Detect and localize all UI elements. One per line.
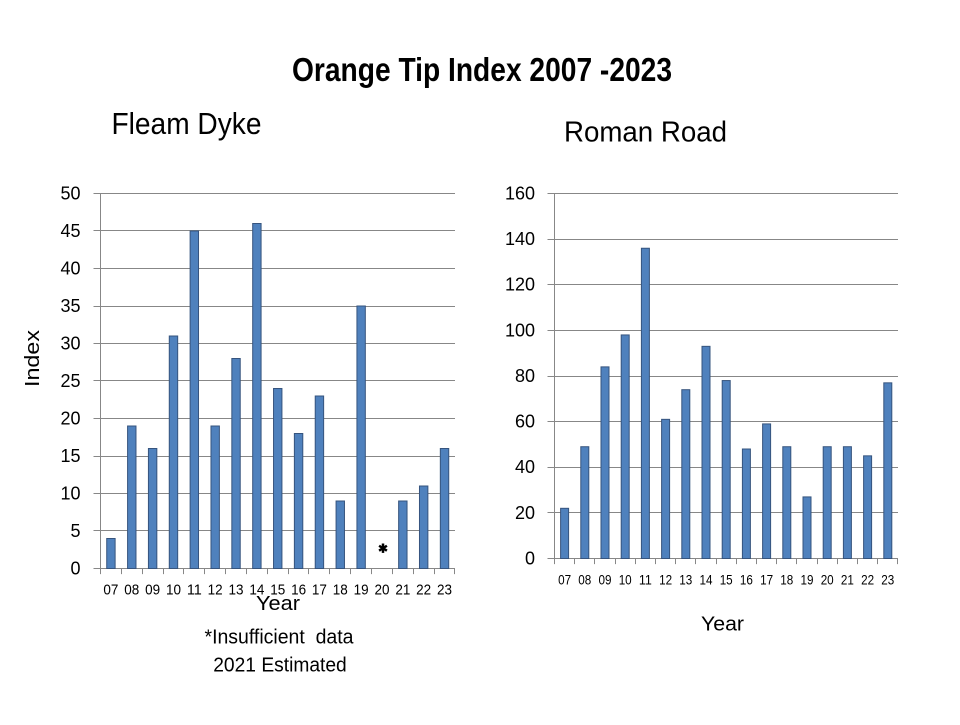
svg-text:100: 100	[505, 320, 535, 340]
svg-text:17: 17	[312, 582, 327, 599]
svg-text:07: 07	[103, 582, 118, 599]
svg-text:10: 10	[619, 572, 632, 588]
svg-text:20: 20	[60, 408, 80, 428]
svg-text:08: 08	[578, 572, 591, 588]
svg-text:Year: Year	[256, 592, 300, 615]
svg-text:60: 60	[515, 412, 535, 432]
svg-text:15: 15	[720, 572, 733, 588]
svg-text:18: 18	[333, 582, 348, 599]
svg-text:15: 15	[270, 582, 285, 599]
svg-text:Fleam Dyke: Fleam Dyke	[112, 107, 262, 141]
svg-text:20: 20	[374, 582, 389, 599]
svg-text:80: 80	[515, 366, 535, 386]
svg-text:14: 14	[700, 572, 713, 588]
svg-text:09: 09	[145, 582, 160, 599]
svg-text:20: 20	[515, 503, 535, 523]
svg-text:40: 40	[515, 457, 535, 477]
svg-text:120: 120	[505, 275, 535, 295]
svg-text:18: 18	[780, 572, 793, 588]
svg-text:Year: Year	[701, 613, 744, 636]
svg-text:50: 50	[60, 183, 80, 203]
svg-text:15: 15	[60, 446, 80, 466]
svg-text:25: 25	[60, 371, 80, 391]
svg-text:Index: Index	[22, 330, 44, 387]
svg-text:23: 23	[437, 582, 452, 599]
svg-text:Orange Tip Index 2007 -2023: Orange Tip Index 2007 -2023	[292, 51, 672, 88]
svg-text:5: 5	[70, 521, 80, 541]
svg-text:11: 11	[187, 582, 202, 599]
svg-text:35: 35	[60, 296, 80, 316]
svg-text:45: 45	[60, 221, 80, 241]
svg-text:2021 Estimated: 2021 Estimated	[213, 655, 347, 677]
svg-text:14: 14	[249, 582, 264, 599]
svg-text:*Insufficient data: *Insufficient data	[205, 627, 355, 649]
svg-text:11: 11	[639, 572, 652, 588]
svg-text:160: 160	[505, 183, 535, 203]
svg-text:40: 40	[60, 258, 80, 278]
svg-text:08: 08	[124, 582, 139, 599]
svg-text:13: 13	[679, 572, 692, 588]
svg-text:16: 16	[291, 582, 306, 599]
svg-text:21: 21	[841, 572, 854, 588]
svg-text:12: 12	[659, 572, 672, 588]
svg-text:19: 19	[801, 572, 814, 588]
svg-text:22: 22	[861, 572, 874, 588]
svg-text:13: 13	[229, 582, 244, 599]
svg-text:10: 10	[166, 582, 181, 599]
svg-text:140: 140	[505, 229, 535, 249]
svg-text:22: 22	[416, 582, 431, 599]
svg-text:09: 09	[599, 572, 612, 588]
svg-text:30: 30	[60, 333, 80, 353]
svg-text:16: 16	[740, 572, 753, 588]
svg-text:0: 0	[525, 548, 535, 568]
svg-text:07: 07	[558, 572, 571, 588]
svg-text:Roman Road: Roman Road	[564, 117, 727, 149]
svg-text:12: 12	[208, 582, 223, 599]
svg-text:20: 20	[821, 572, 834, 588]
svg-text:10: 10	[60, 483, 80, 503]
svg-text:23: 23	[881, 572, 894, 588]
svg-text:19: 19	[354, 582, 369, 599]
svg-text:21: 21	[395, 582, 410, 599]
svg-text:0: 0	[70, 558, 80, 578]
svg-text:17: 17	[760, 572, 773, 588]
